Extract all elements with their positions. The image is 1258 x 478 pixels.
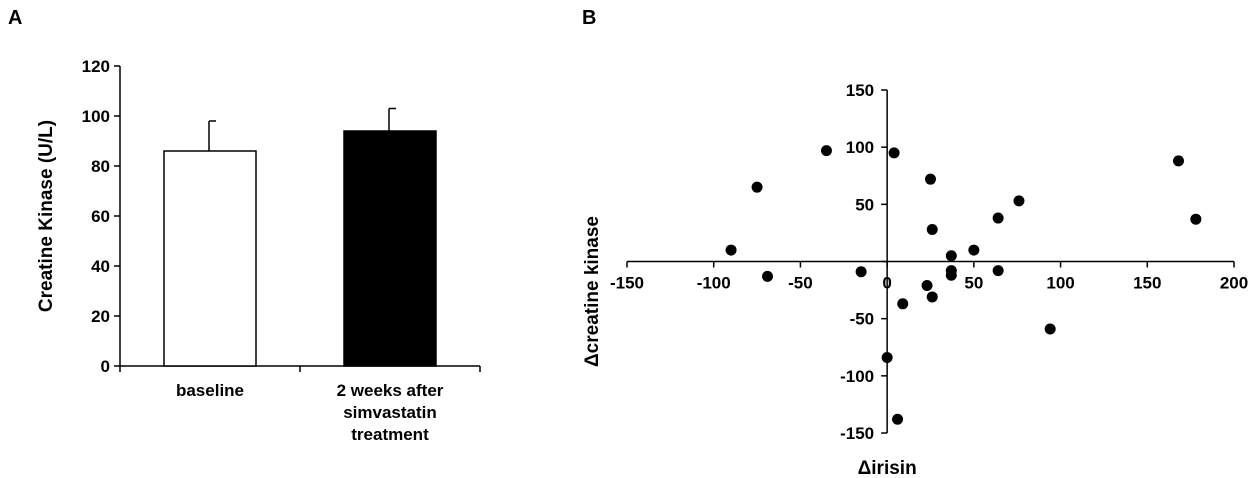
y-tick-label: -100 <box>840 367 874 386</box>
scatter-point <box>855 266 867 278</box>
category-label: baseline <box>176 381 244 400</box>
scatter-point <box>1190 213 1202 225</box>
x-tick-label: -50 <box>788 274 813 293</box>
y-axis-title: Creatine Kinase (U/L) <box>36 120 57 312</box>
scatter-point <box>925 173 936 185</box>
scatter-point <box>992 212 1004 224</box>
y-tick-label: 80 <box>91 157 110 176</box>
x-tick-label: 150 <box>1133 274 1161 293</box>
x-tick-label: 100 <box>1046 274 1074 293</box>
y-tick-label: 40 <box>91 257 110 276</box>
x-tick-label: -150 <box>610 274 644 293</box>
y-tick-label: -150 <box>840 424 874 443</box>
scatter-point <box>881 352 893 364</box>
panel-b-letter: B <box>582 7 596 29</box>
x-tick-label: -100 <box>697 274 731 293</box>
scatter-point <box>761 270 773 282</box>
panel-a-bar-chart: 0 20 40 60 80 100 120 baseline 2 weeks after simv… <box>36 57 481 444</box>
scatter-point <box>945 269 957 281</box>
x-axis-title: Δirisin <box>858 458 917 478</box>
scatter-point <box>968 244 980 256</box>
y-tick-label: -50 <box>850 310 875 329</box>
y-tick-label: 60 <box>91 207 110 226</box>
scatter-point <box>921 280 933 292</box>
y-tick-label: 100 <box>846 138 874 157</box>
category-label: treatment <box>351 425 429 444</box>
scatter-point <box>888 147 900 159</box>
category-label: simvastatin <box>343 403 437 422</box>
scatter-point <box>945 250 957 262</box>
x-tick-label: 0 <box>882 274 891 293</box>
y-tick-label: 120 <box>82 57 110 76</box>
y-tick-label: 150 <box>846 81 874 100</box>
bar <box>163 150 257 367</box>
x-tick-label: 50 <box>964 274 983 293</box>
y-tick-label: 100 <box>82 107 110 126</box>
scatter-point <box>1173 155 1185 167</box>
category-label: 2 weeks after <box>337 381 444 400</box>
panel-a-letter: A <box>8 7 22 29</box>
scatter-point <box>820 145 832 157</box>
y-tick-label: 50 <box>855 195 874 214</box>
scatter-point <box>1013 195 1025 207</box>
y-tick-label: 0 <box>101 357 110 376</box>
scatter-point <box>751 181 763 193</box>
scatter-point <box>992 265 1004 277</box>
scatter-point <box>897 298 909 310</box>
y-tick-label: 20 <box>91 307 110 326</box>
scatter-point <box>926 223 938 235</box>
scatter-point <box>1044 323 1056 335</box>
panel-b-scatter-chart: -150 -100 -50 0 50 100 150 200 -150 -100 -50 50 100 1… <box>582 81 1248 478</box>
scatter-point <box>725 244 737 256</box>
x-tick-label: 200 <box>1220 274 1248 293</box>
bar <box>343 130 437 367</box>
y-axis-title: Δcreatine kinase <box>582 216 603 367</box>
scatter-point <box>892 413 904 425</box>
scatter-point <box>926 291 938 303</box>
